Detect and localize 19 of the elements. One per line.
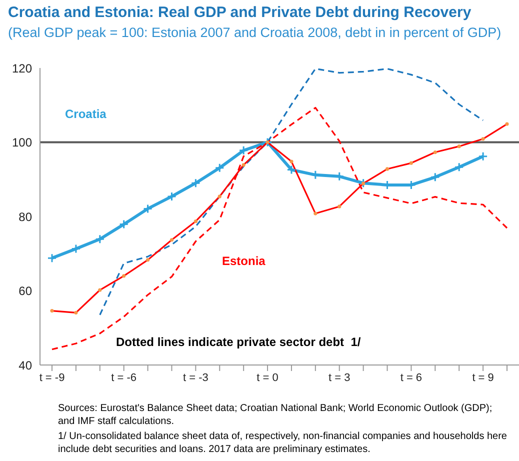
y-tick-label: 120 [12, 61, 32, 76]
source-note: Sources: Eurostat's Balance Sheet data; Croatian National Bank; World Economic Outlook (GDP); and IMF staff calculations. [58, 402, 494, 428]
chart-title: Croatia and Estonia: Real GDP and Private Debt during Recovery [8, 4, 472, 21]
x-tick-label: t = 6 [400, 372, 422, 384]
chart-subtitle: (Real GDP peak = 100: Estonia 2007 and Croatia 2008, debt in in percent of GDP) [8, 25, 502, 40]
x-tick-label: t = -3 [182, 372, 208, 384]
text: Croatia [65, 107, 106, 121]
x-tick-label: t = 3 [328, 372, 350, 384]
annotation: Dotted lines indicate private sector debt 1/ [116, 335, 361, 349]
y-tick-label: 40 [18, 358, 32, 372]
text: Estonia [222, 254, 266, 268]
y-tick-label: 80 [18, 210, 32, 224]
y-tick-label: 60 [18, 284, 32, 298]
x-tick-label: t = 0 [256, 372, 278, 384]
text: 1/ Un-consolidated balance sheet data of, respectively, non-financial companies and households here include debt securities and loans. 2017 data are preliminary estimates. [58, 430, 508, 456]
x-tick-label: t = -6 [111, 372, 137, 384]
y-tick-label: 100 [12, 136, 32, 150]
x-tick-label: t = 9 [472, 372, 494, 384]
x-tick-label: t = -9 [39, 372, 65, 384]
